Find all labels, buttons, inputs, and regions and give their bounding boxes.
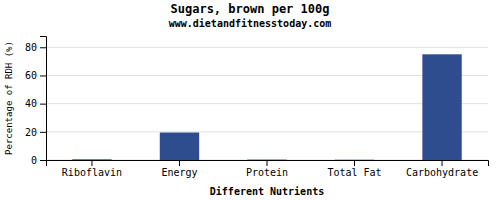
x-tick: Protein — [246, 160, 288, 178]
grid-line — [46, 131, 488, 132]
x-tick-mark — [179, 160, 180, 166]
x-tick-mark — [91, 160, 92, 166]
title: Sugars, brown per 100g — [171, 2, 330, 16]
x-axis-line — [47, 161, 489, 167]
x-tick-label: Riboflavin — [62, 167, 122, 178]
y-tick-mark — [40, 47, 46, 48]
x-tick: Total Fat — [327, 160, 381, 178]
y-tick-label: 0 — [31, 155, 37, 166]
y-axis-title: Percentage of RDH (%) — [4, 41, 14, 155]
bar — [247, 159, 286, 160]
x-tick: Carbohydrate — [406, 160, 478, 178]
grid-line — [46, 47, 488, 48]
grid-line — [46, 75, 488, 76]
y-tick: 60 — [25, 70, 46, 81]
y-tick-label: 80 — [25, 42, 37, 53]
y-tick-mark — [40, 132, 46, 133]
x-tick: Riboflavin — [62, 160, 122, 178]
plot: 0 20 40 60 80 Riboflavin Energy Protein Total Fa… — [25, 37, 489, 179]
bar — [335, 159, 374, 160]
bar — [72, 159, 111, 160]
x-tick-mark — [442, 160, 443, 166]
y-tick-label: 60 — [25, 70, 37, 81]
y-tick: 80 — [25, 42, 46, 53]
y-tick-label: 40 — [25, 98, 37, 109]
x-axis: Riboflavin Energy Protein Total Fat Carbohyd… — [47, 160, 489, 178]
y-tick-label: 20 — [25, 127, 37, 138]
subtitle: www.dietandfitnesstoday.com — [169, 18, 332, 29]
bar — [160, 133, 199, 160]
y-tick: 20 — [25, 127, 46, 138]
bars — [72, 54, 461, 160]
x-tick-label: Total Fat — [327, 167, 381, 178]
x-tick-label: Carbohydrate — [406, 167, 478, 178]
chart: 0 20 40 60 80 Riboflavin Energy Protein Total Fa… — [0, 0, 500, 200]
y-tick: 40 — [25, 98, 46, 109]
x-tick-mark — [267, 160, 268, 166]
x-axis-title: Different Nutrients — [210, 186, 324, 197]
x-tick-label: Protein — [246, 167, 288, 178]
x-tick-label: Energy — [161, 167, 197, 178]
bar — [422, 54, 461, 160]
y-tick: 0 — [31, 155, 46, 166]
y-tick-mark — [40, 75, 46, 76]
grid-line — [46, 103, 488, 104]
x-tick: Energy — [161, 160, 197, 178]
y-axis: 0 20 40 60 80 — [25, 37, 47, 166]
y-tick-mark — [40, 104, 46, 105]
y-tick-mark — [40, 160, 46, 161]
x-tick-mark — [354, 160, 355, 166]
y-axis-line — [40, 37, 47, 161]
grid — [46, 47, 488, 160]
